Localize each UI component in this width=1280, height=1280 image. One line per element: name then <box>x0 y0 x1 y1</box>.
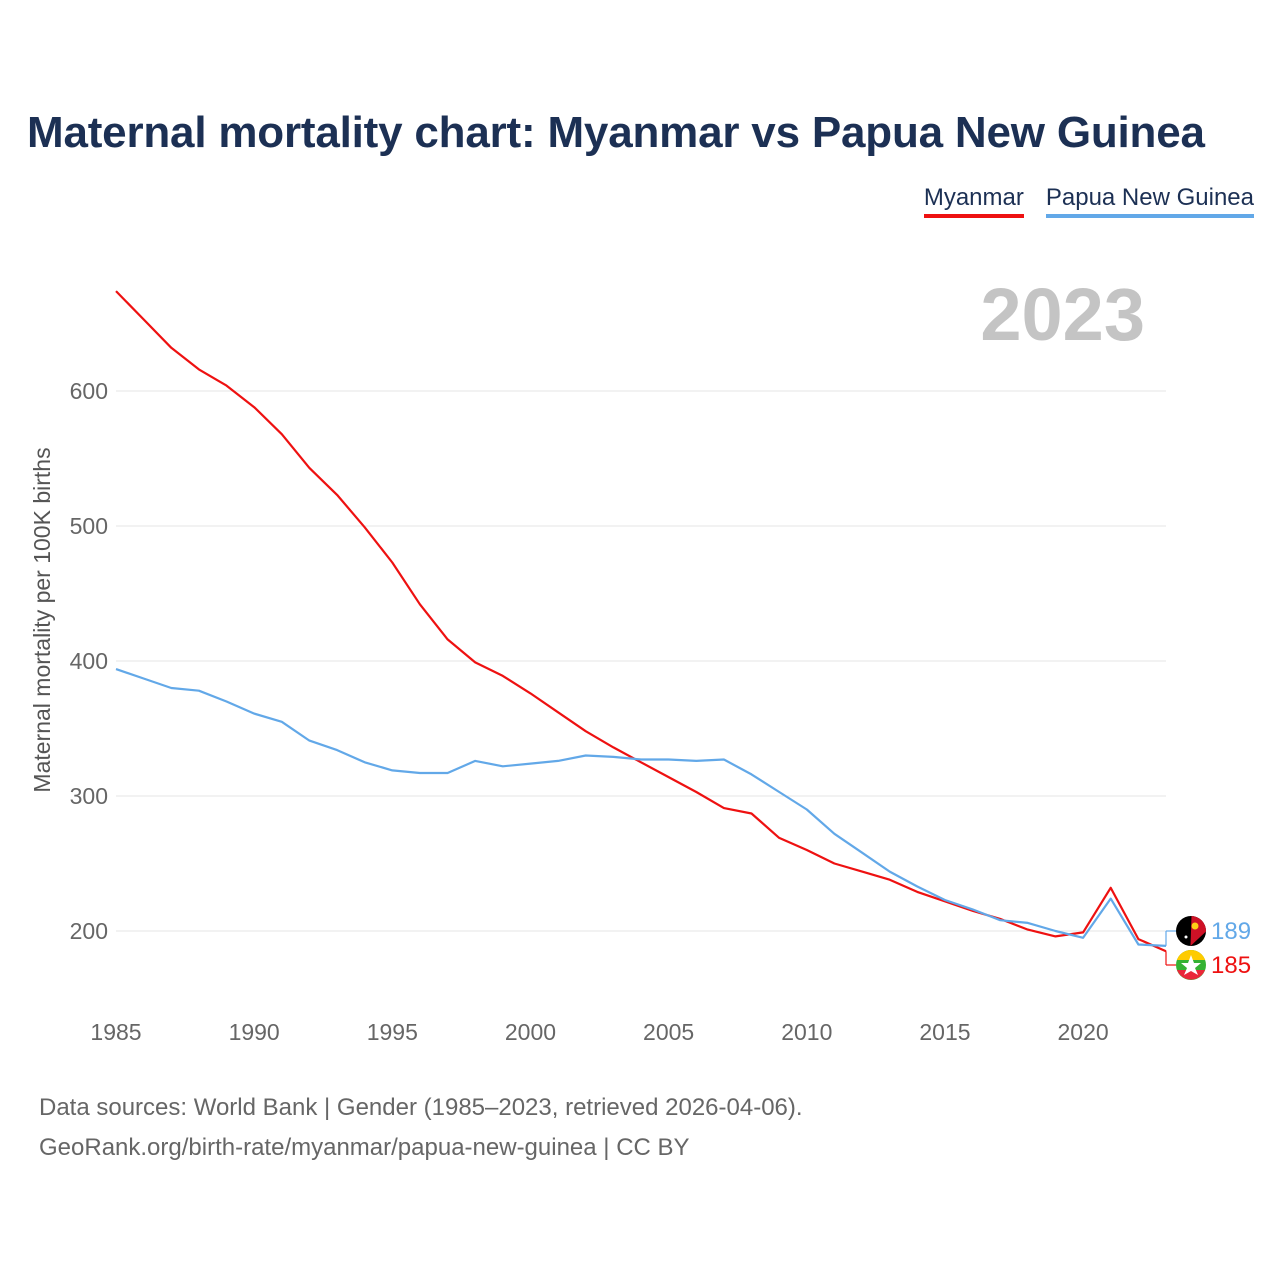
x-tick-2010: 2010 <box>781 1019 832 1045</box>
series-line-myanmar <box>115 290 1167 953</box>
x-tick-1995: 1995 <box>367 1019 418 1045</box>
y-tick-labels: 200 300 400 500 600 <box>70 378 108 944</box>
x-tick-2005: 2005 <box>643 1019 694 1045</box>
y-tick-500: 500 <box>70 513 108 539</box>
x-tick-2000: 2000 <box>505 1019 556 1045</box>
x-tick-2015: 2015 <box>919 1019 970 1045</box>
year-watermark: 2023 <box>980 273 1145 356</box>
x-tick-1985: 1985 <box>90 1019 141 1045</box>
y-tick-600: 600 <box>70 378 108 404</box>
series-line-papua-new-guinea <box>115 668 1167 947</box>
footer-credit[interactable]: GeoRank.org/birth-rate/myanmar/papua-new… <box>39 1134 690 1161</box>
end-value-label-papua-new-guinea: 189 <box>1211 918 1251 945</box>
line-chart: 200 300 400 500 600 1985 1990 1995 2000 2005 2010… <box>29 273 1251 1045</box>
legend-myanmar[interactable]: Myanmar <box>923 184 1024 218</box>
legend: Myanmar Papua New Guinea <box>923 184 1254 218</box>
flag-icon-bird <box>1191 922 1199 930</box>
flag-icon-band-bottom <box>1177 970 1205 980</box>
series-lines <box>115 290 1167 953</box>
y-tick-300: 300 <box>70 783 108 809</box>
grid-lines <box>116 390 1166 932</box>
legend-papua-new-guinea[interactable]: Papua New Guinea <box>1045 184 1254 218</box>
flag-icon-star <box>1181 955 1201 975</box>
x-tick-1990: 1990 <box>229 1019 280 1045</box>
end-value-label-myanmar: 185 <box>1211 952 1251 979</box>
y-tick-400: 400 <box>70 648 108 674</box>
x-tick-2020: 2020 <box>1058 1019 1109 1045</box>
y-axis-label: Maternal mortality per 100K births <box>29 447 55 792</box>
flag-icon-star <box>1184 935 1188 939</box>
footer-sources: Data sources: World Bank | Gender (1985–… <box>39 1094 803 1121</box>
footer: Data sources: World Bank | Gender (1985–… <box>39 1088 803 1168</box>
chart-title: Maternal mortality chart: Myanmar vs Pap… <box>27 108 1205 157</box>
y-tick-200: 200 <box>70 918 108 944</box>
x-tick-labels: 1985 1990 1995 2000 2005 2010 2015 2020 <box>90 1019 1108 1045</box>
